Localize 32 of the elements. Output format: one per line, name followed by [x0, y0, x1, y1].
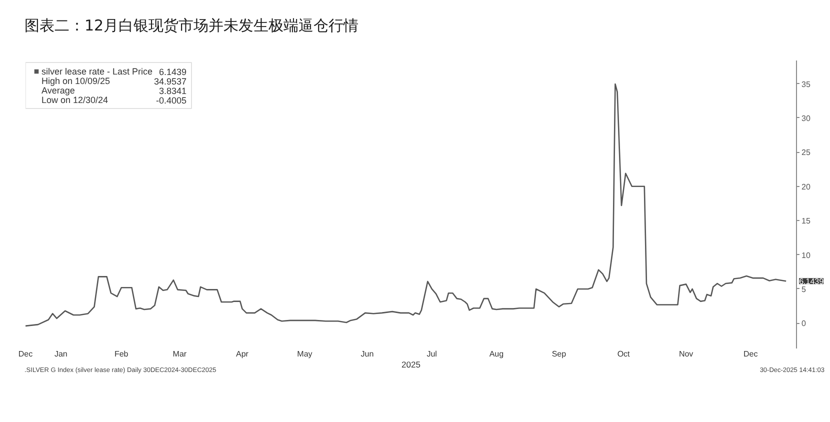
x-tick-label: Feb: [114, 350, 129, 358]
x-tick-label: Aug: [489, 350, 504, 358]
x-tick-label: Nov: [678, 350, 694, 358]
y-tick-label: 10: [802, 250, 811, 260]
y-tick-label: 35: [802, 80, 811, 89]
x-axis-title: 2025: [402, 360, 421, 370]
x-tick-label: Dec: [18, 350, 33, 358]
x-tick-label: Apr: [236, 350, 249, 358]
chart-title: 图表二：12月白银现货市场并未发生极端逼仓行情: [24, 16, 359, 34]
x-tick-label: Jun: [360, 350, 374, 358]
x-tick-label: Sep: [552, 350, 567, 358]
x-tick-label: Jan: [54, 350, 68, 358]
annotation: High on 10/09/25: [42, 76, 110, 86]
annotation: 34.9537: [154, 76, 187, 86]
annotation: -0.4005: [156, 96, 187, 106]
legend-label: silver lease rate - Last Price: [42, 66, 153, 76]
annotation: 6.1439: [158, 67, 187, 77]
annotation: Average: [42, 86, 75, 96]
y-tick-label: 25: [802, 148, 811, 158]
annotation: Low on 12/30/24: [42, 95, 108, 105]
x-tick-label: May: [297, 350, 312, 358]
x-tick-label: Mar: [172, 350, 187, 358]
annotation: 3.8341: [158, 86, 187, 96]
x-tick-label: Oct: [617, 350, 631, 358]
y-tick-label: 15: [802, 216, 811, 226]
y-tick-label: 5: [802, 284, 806, 294]
y-tick-label: 30: [802, 114, 811, 123]
y-tick-label: 0: [802, 319, 806, 328]
y-tick-label: 20: [802, 182, 811, 192]
annotation: 6.1439: [799, 277, 824, 286]
x-tick-label: Jul: [426, 350, 438, 358]
x-tick-label: Dec: [744, 350, 758, 358]
